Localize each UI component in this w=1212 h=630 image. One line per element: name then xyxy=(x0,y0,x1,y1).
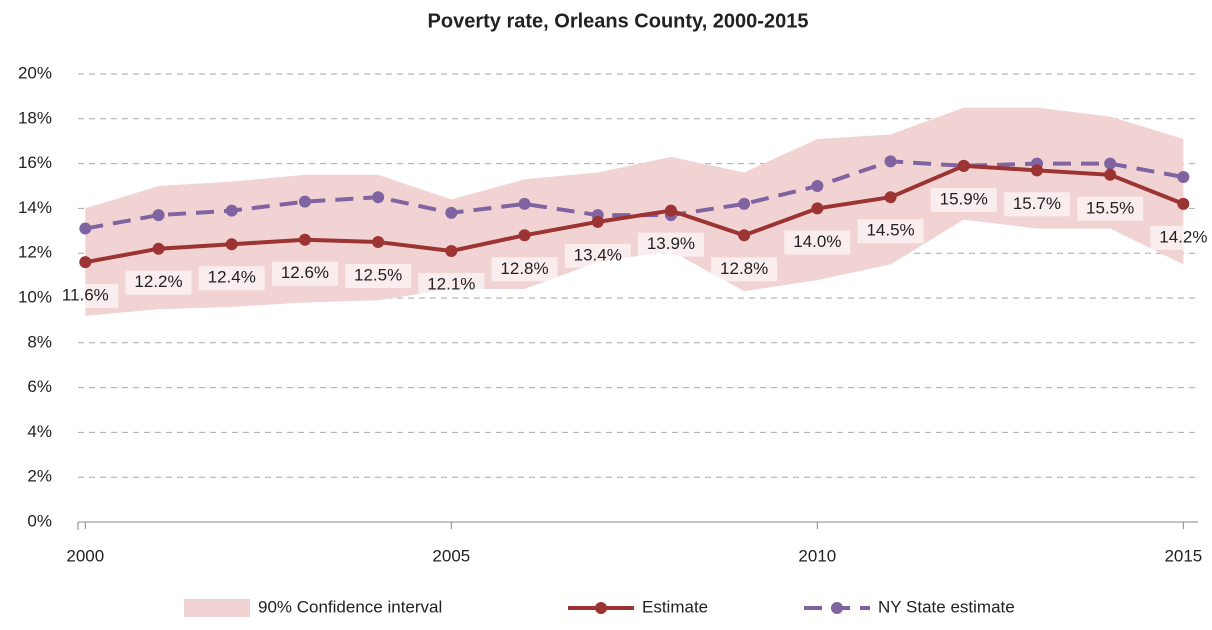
x-tick-label: 2010 xyxy=(798,546,836,565)
point xyxy=(811,202,824,215)
legend-marker xyxy=(595,602,607,614)
point xyxy=(79,222,92,235)
legend-label: Estimate xyxy=(642,597,708,616)
label-bg xyxy=(784,230,851,255)
point xyxy=(298,233,311,246)
y-tick-label: 18% xyxy=(18,108,52,127)
label-bg xyxy=(198,266,265,291)
label-bg xyxy=(564,243,631,268)
y-tick-label: 16% xyxy=(18,153,52,172)
point xyxy=(298,195,311,208)
y-tick-label: 8% xyxy=(27,332,52,351)
data-label: 12.6% xyxy=(281,263,329,282)
point xyxy=(738,197,751,210)
x-tick-label: 2015 xyxy=(1164,546,1202,565)
point xyxy=(1104,157,1117,170)
data-label: 15.7% xyxy=(1013,194,1061,213)
data-label: 12.1% xyxy=(427,274,475,293)
point xyxy=(1177,171,1190,184)
point xyxy=(884,191,897,204)
y-tick-label: 6% xyxy=(27,377,52,396)
y-tick-label: 12% xyxy=(18,243,52,262)
legend-marker xyxy=(831,602,843,614)
data-label: 12.8% xyxy=(720,259,768,278)
point xyxy=(79,256,92,269)
point xyxy=(1177,197,1190,210)
label-bg xyxy=(52,284,119,309)
point xyxy=(518,229,531,242)
y-tick-label: 2% xyxy=(27,467,52,486)
point xyxy=(518,197,531,210)
point xyxy=(811,180,824,192)
data-label: 12.8% xyxy=(500,259,548,278)
label-bg xyxy=(491,257,558,282)
label-bg xyxy=(418,272,485,297)
data-label: 14.2% xyxy=(1159,227,1207,246)
point xyxy=(372,236,385,248)
point xyxy=(1030,164,1043,177)
legend-label: 90% Confidence interval xyxy=(258,597,442,616)
data-label: 15.9% xyxy=(940,189,988,208)
point xyxy=(738,229,751,242)
label-bg xyxy=(1077,196,1144,221)
data-label: 15.5% xyxy=(1086,198,1134,217)
data-label: 13.4% xyxy=(574,245,622,264)
point xyxy=(372,191,385,204)
point xyxy=(664,204,677,217)
y-tick-label: 10% xyxy=(18,287,52,306)
legend-label: NY State estimate xyxy=(878,597,1015,616)
label-bg xyxy=(271,261,338,286)
label-bg xyxy=(930,187,997,212)
label-bg xyxy=(1003,192,1070,217)
series-line xyxy=(84,159,1184,231)
label-bg xyxy=(637,232,704,257)
data-label: 12.5% xyxy=(354,265,402,284)
data-label: 14.0% xyxy=(793,232,841,251)
legend-swatch xyxy=(184,599,250,617)
y-tick-label: 14% xyxy=(18,198,52,217)
x-tick-label: 2000 xyxy=(66,546,104,565)
data-label: 14.5% xyxy=(866,221,914,240)
y-tick-label: 4% xyxy=(27,422,52,441)
point xyxy=(445,244,458,257)
data-label: 11.6% xyxy=(62,286,109,305)
data-label: 12.2% xyxy=(134,272,182,291)
point xyxy=(152,209,165,222)
label-bg xyxy=(1150,225,1212,250)
data-label: 12.4% xyxy=(208,268,256,287)
point xyxy=(591,215,604,228)
point xyxy=(1104,168,1117,181)
point xyxy=(152,242,165,255)
series-line xyxy=(84,163,1185,265)
point xyxy=(884,155,897,168)
data-label: 13.9% xyxy=(647,234,695,253)
y-tick-label: 20% xyxy=(18,63,52,82)
label-bg xyxy=(125,270,192,295)
label-bg xyxy=(345,264,412,288)
point xyxy=(225,204,238,217)
point xyxy=(225,238,238,251)
label-bg xyxy=(711,257,778,282)
point xyxy=(957,159,970,172)
label-bg xyxy=(857,219,924,244)
confidence-band xyxy=(85,107,1184,316)
y-tick-label: 0% xyxy=(27,511,52,530)
chart-title: Poverty rate, Orleans County, 2000-2015 xyxy=(428,10,809,32)
point xyxy=(445,206,458,219)
x-tick-label: 2005 xyxy=(432,546,470,565)
